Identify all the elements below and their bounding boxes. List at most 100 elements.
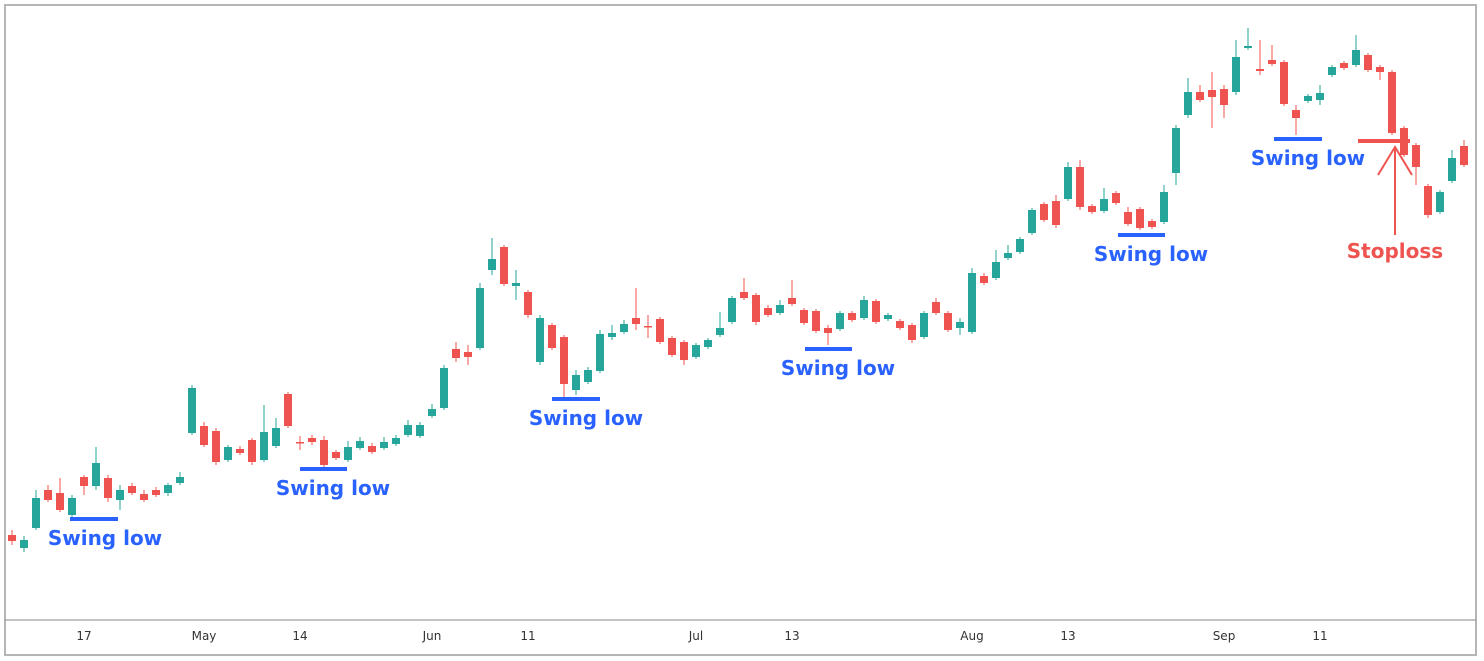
candle-body [524, 292, 532, 315]
candle-body [308, 438, 316, 442]
candle-body [224, 447, 232, 460]
candle-body [1208, 90, 1216, 97]
x-tick-label: 17 [76, 629, 91, 643]
candle-body [1376, 67, 1384, 72]
candle-body [416, 425, 424, 436]
candle-body [1196, 92, 1204, 100]
candle-body [116, 490, 124, 500]
candle-body [8, 535, 16, 541]
candle-body [956, 322, 964, 328]
candle-body [1076, 167, 1084, 207]
x-tick-label: Jul [688, 629, 703, 643]
candle-body [500, 247, 508, 284]
x-tick-label: 11 [520, 629, 535, 643]
candle-body [1448, 158, 1456, 181]
candle-body [980, 276, 988, 283]
candle-body [1340, 63, 1348, 68]
candle-body [824, 328, 832, 333]
candle-body [536, 318, 544, 362]
candle-body [92, 463, 100, 486]
candle-body [872, 301, 880, 322]
candle-body [728, 298, 736, 322]
candle-body [392, 438, 400, 444]
candle-body [248, 440, 256, 462]
candle-body [1052, 201, 1060, 225]
candle-body [1160, 192, 1168, 222]
candle-body [56, 493, 64, 510]
candle-body [860, 300, 868, 318]
candle-body [560, 337, 568, 384]
candle-body [992, 262, 1000, 278]
candle-body [572, 375, 580, 390]
candle-body [428, 409, 436, 416]
candle-body [908, 325, 916, 340]
candle-body [1124, 212, 1132, 224]
candle-body [656, 319, 664, 342]
candle-body [644, 326, 652, 328]
candle-body [284, 394, 292, 426]
candle-body [320, 440, 328, 465]
candle-body [164, 485, 172, 493]
candle-body [68, 498, 76, 515]
candle-body [260, 432, 268, 460]
candle-body [152, 490, 160, 495]
candle-body [584, 370, 592, 382]
candle-body [20, 540, 28, 548]
candle-body [1100, 199, 1108, 211]
candle-body [752, 295, 760, 322]
candle-body [800, 310, 808, 323]
candle-body [464, 352, 472, 357]
candle-body [368, 446, 376, 452]
candle-body [1004, 253, 1012, 258]
candle-body [812, 311, 820, 331]
x-tick-label: 14 [292, 629, 307, 643]
candle-body [200, 426, 208, 445]
candle-body [776, 305, 784, 313]
candle-body [1172, 128, 1180, 173]
candle-body [740, 292, 748, 298]
candle-body [332, 452, 340, 458]
candle-body [344, 447, 352, 460]
swing-low-label: Swing low [781, 356, 895, 380]
swing-low-label: Swing low [1094, 242, 1208, 266]
candle-body [896, 321, 904, 328]
stoploss-arrowhead [1377, 145, 1413, 176]
candle-body [488, 259, 496, 270]
candle-body [1316, 93, 1324, 100]
candle-body [1352, 50, 1360, 65]
candle-body [212, 431, 220, 462]
frame [4, 4, 1477, 656]
candle-body [944, 313, 952, 330]
x-tick-label: May [192, 629, 217, 643]
candle-body [716, 328, 724, 335]
candle-body [1088, 206, 1096, 212]
candle-body [1028, 210, 1036, 233]
candle-body [176, 477, 184, 483]
candle-body [1016, 239, 1024, 252]
candle-body [1304, 96, 1312, 101]
candle-body [632, 318, 640, 324]
candle-body [764, 308, 772, 315]
candle-body [104, 478, 112, 498]
x-tick-label: Sep [1213, 629, 1236, 643]
x-tick-label: Jun [422, 629, 442, 643]
candle-body [44, 490, 52, 500]
candle-body [920, 313, 928, 337]
candle-body [1364, 55, 1372, 70]
candle-body [404, 425, 412, 435]
x-tick-label: 13 [784, 629, 799, 643]
candle-body [1244, 46, 1252, 48]
stoploss-label: Stoploss [1347, 239, 1443, 263]
candle-body [140, 494, 148, 500]
candle-body [1220, 89, 1228, 105]
candle-body [1112, 193, 1120, 203]
candle-body [380, 442, 388, 448]
candle-body [668, 338, 676, 355]
candle-body [1424, 186, 1432, 215]
candle-body [1184, 92, 1192, 115]
candle-body [80, 477, 88, 486]
candle-body [1148, 221, 1156, 227]
candle-body [680, 342, 688, 360]
candle-body [848, 313, 856, 320]
